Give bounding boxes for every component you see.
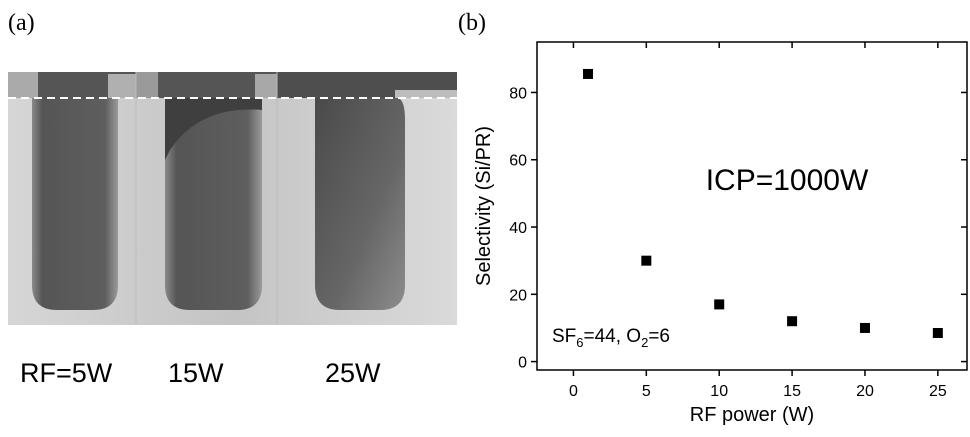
annotation-part: =44, O [584,326,642,347]
x-axis-label: RF power (W) [690,404,814,426]
x-tick-label: 15 [783,383,801,400]
y-tick-label: 60 [509,153,527,170]
x-tick-label: 5 [642,383,651,400]
x-tick-label: 25 [929,383,947,400]
y-axis-label: Selectivity (Si/PR) [473,126,495,286]
panel-label: (a) [8,10,35,36]
point [859,322,870,333]
y-tick-label: 80 [509,85,527,102]
panel-label: (b) [458,10,486,36]
annotation: ICP=1000W [706,164,869,197]
annotation-part: 6 [576,335,583,350]
x-tick-label: 20 [856,383,874,400]
y-tick-label: 0 [518,355,527,372]
annotation: SF6=44, O2=6 [552,326,670,350]
annotation-part: 2 [641,335,648,350]
x-tick-label: 0 [569,383,578,400]
x-tick-label: 10 [710,383,728,400]
point [641,255,652,266]
sem-label: 15W [168,358,224,388]
annotation-part: =6 [648,326,670,347]
point [787,316,798,327]
sem-image [8,72,457,325]
y-tick-label: 20 [509,287,527,304]
point [583,68,594,79]
point [932,327,943,338]
sem-label: RF=5W [20,358,113,388]
point [714,299,725,310]
annotation-part: SF [552,326,576,347]
sem-label: 25W [325,358,381,388]
y-tick-label: 40 [509,220,527,237]
plot-frame [536,41,968,371]
